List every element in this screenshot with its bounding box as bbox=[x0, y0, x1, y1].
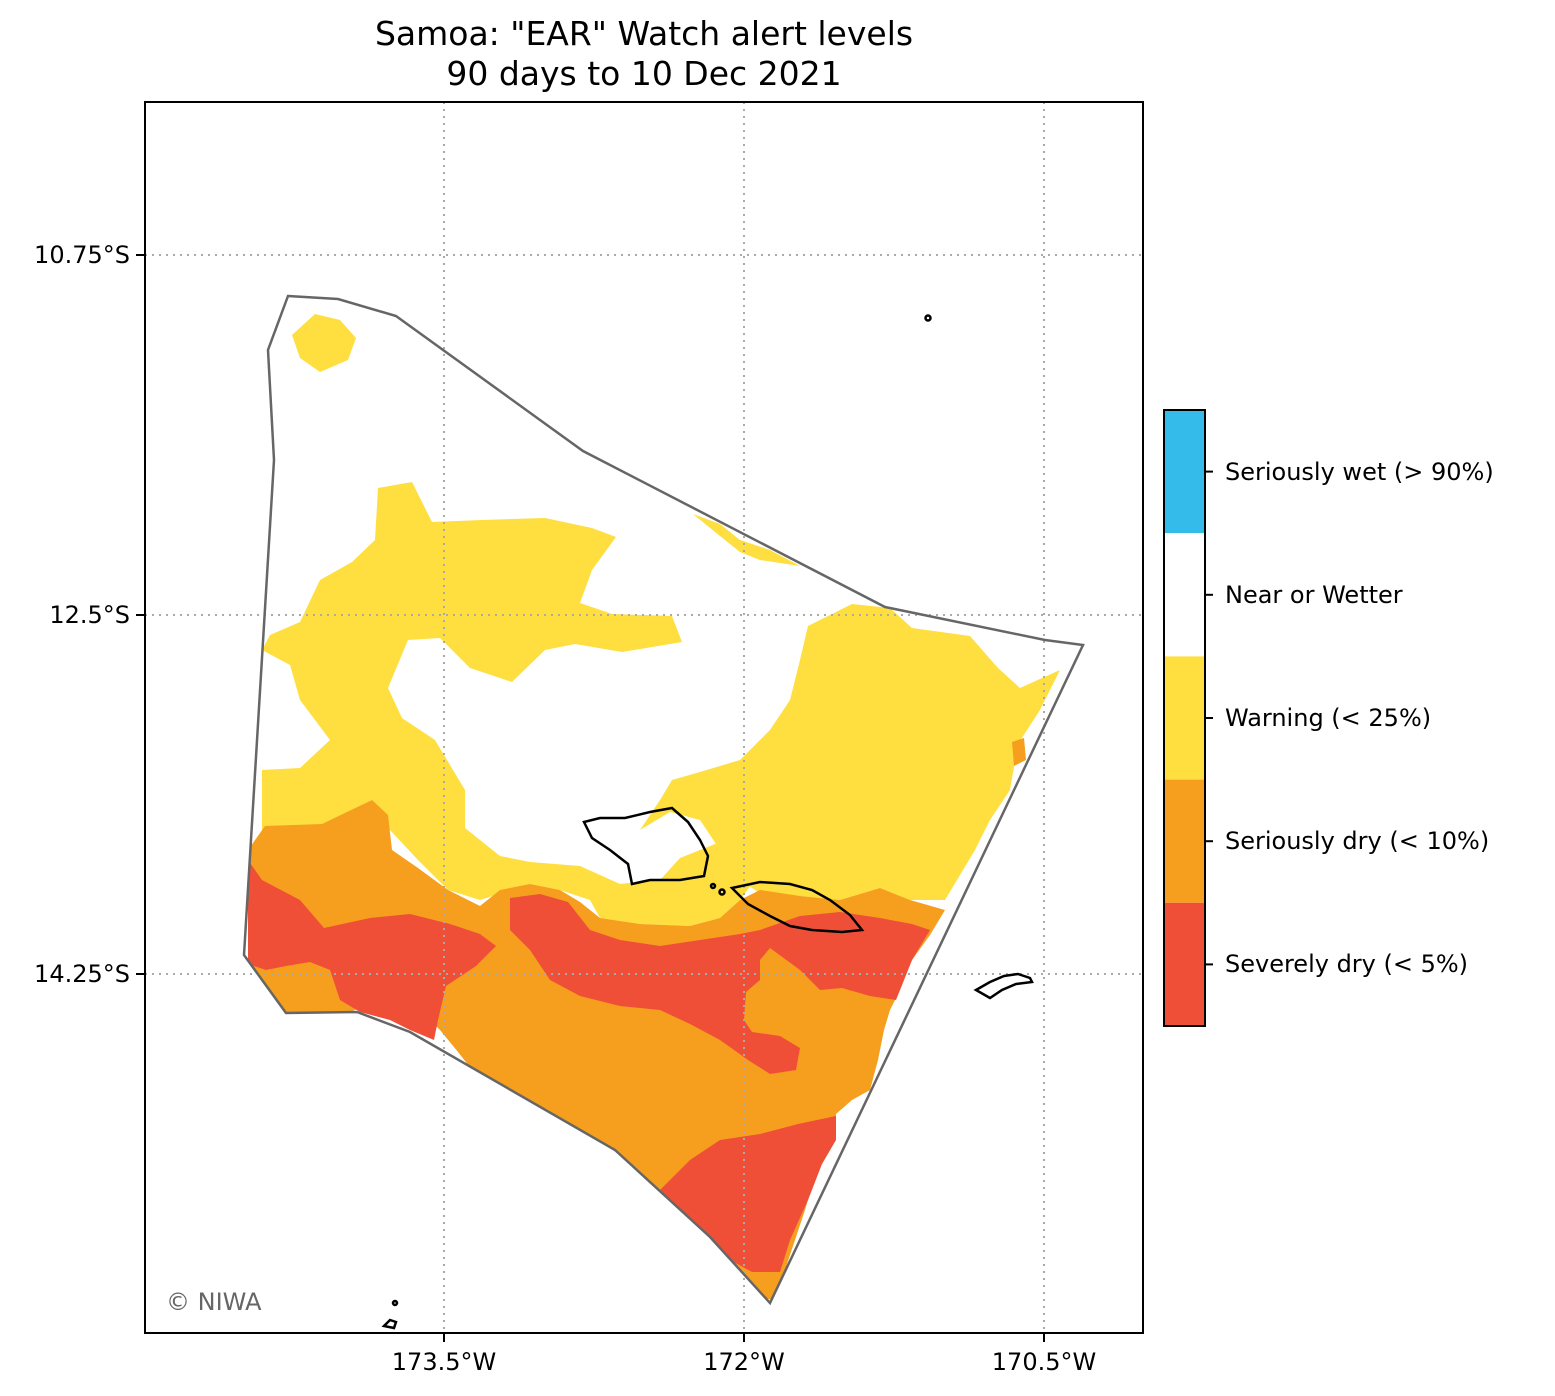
warning-area-north-sliver bbox=[693, 514, 800, 566]
plot-frame bbox=[144, 101, 1144, 1334]
small-islet-south bbox=[381, 1318, 398, 1330]
severely-dry-area-west bbox=[248, 860, 496, 1040]
small-islet-apolima bbox=[709, 882, 717, 890]
x-tick-label: 172°W bbox=[703, 1348, 785, 1376]
alert-level-fields bbox=[244, 296, 1083, 1303]
legend-swatch bbox=[1164, 779, 1205, 903]
credit-label: © NIWA bbox=[166, 1288, 262, 1316]
y-tick-label: 10.75°S bbox=[34, 241, 130, 269]
severely-dry-area-central bbox=[510, 894, 930, 1074]
map-title: Samoa: "EAR" Watch alert levels bbox=[374, 14, 914, 53]
warning-area-northwest bbox=[292, 314, 356, 372]
small-islet-south-2 bbox=[391, 1299, 399, 1307]
savaii-island-outline bbox=[582, 806, 710, 886]
legend-label: Seriously wet (> 90%) bbox=[1225, 457, 1494, 486]
legend-swatch bbox=[1164, 533, 1205, 657]
y-tick-label: 12.5°S bbox=[49, 601, 130, 629]
grid-lines bbox=[145, 102, 1143, 1333]
upolu-island-outline bbox=[729, 880, 865, 934]
warning-area-east bbox=[640, 604, 1060, 900]
legend-label: Warning (< 25%) bbox=[1225, 704, 1432, 732]
y-tick-label: 14.25°S bbox=[34, 960, 130, 988]
legend-label: Seriously dry (< 10%) bbox=[1225, 827, 1490, 856]
seriously-dry-area-east-patch bbox=[1012, 738, 1026, 766]
legend-colorbar bbox=[1163, 409, 1213, 1027]
legend-border bbox=[1163, 409, 1206, 1027]
legend-swatch bbox=[1164, 656, 1205, 780]
legend-swatch bbox=[1164, 902, 1205, 1026]
legend-label: Near or Wetter bbox=[1225, 580, 1403, 609]
axis-ticks bbox=[136, 254, 1045, 1342]
x-tick-label: 170.5°W bbox=[992, 1348, 1096, 1376]
coastlines bbox=[381, 314, 1034, 1330]
small-islet-north bbox=[924, 314, 932, 322]
x-tick-label: 173.5°W bbox=[392, 1348, 496, 1376]
map-subtitle: 90 days to 10 Dec 2021 bbox=[446, 54, 842, 93]
small-islet-manono bbox=[718, 888, 726, 896]
eez-boundary bbox=[242, 294, 1085, 1306]
tutuila-island-outline bbox=[973, 972, 1034, 1000]
legend-swatch bbox=[1164, 410, 1205, 534]
legend-label: Severely dry (< 5%) bbox=[1225, 950, 1469, 979]
